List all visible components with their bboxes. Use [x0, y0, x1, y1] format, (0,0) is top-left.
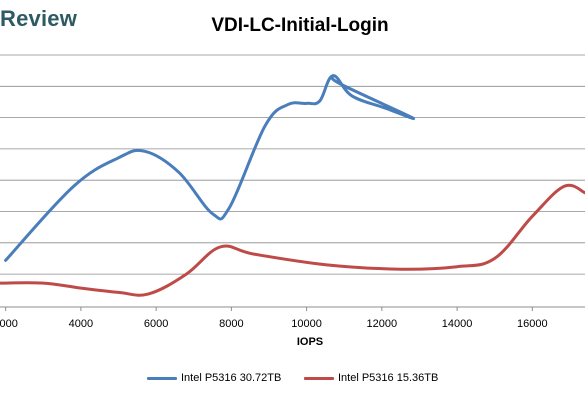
legend-item-series-2: Intel P5316 15.36TB — [304, 372, 438, 384]
legend-swatch-series-1 — [147, 376, 177, 380]
x-tick-label: 8000 — [219, 318, 243, 330]
series-lines — [0, 74, 585, 297]
series-line-2 — [0, 183, 585, 297]
legend-swatch-series-2 — [304, 376, 334, 380]
series-line-1 — [4, 74, 416, 262]
x-axis-ticks: 2000 4000 6000 8000 10000 12000 14000 16000 — [0, 307, 548, 330]
x-tick-label: 14000 — [442, 318, 473, 330]
x-tick-label: 6000 — [144, 318, 168, 330]
x-axis-label: IOPS — [296, 336, 324, 348]
brand-logo-text: Review — [0, 6, 78, 31]
x-tick-label: 12000 — [367, 318, 398, 330]
x-tick-label: 10000 — [291, 318, 322, 330]
legend-label-series-2: Intel P5316 15.36TB — [338, 372, 439, 384]
legend: Intel P5316 30.72TB Intel P5316 15.36TB — [0, 372, 585, 388]
x-tick-label: 16000 — [517, 318, 548, 330]
x-tick-label: 4000 — [69, 318, 93, 330]
legend-label-series-1: Intel P5316 30.72TB — [181, 372, 282, 384]
legend-item-series-1: Intel P5316 30.72TB — [147, 372, 281, 384]
x-tick-label: 2000 — [0, 318, 18, 330]
chart-title: VDI-LC-Initial-Login — [211, 15, 389, 36]
gridlines — [0, 54, 585, 275]
